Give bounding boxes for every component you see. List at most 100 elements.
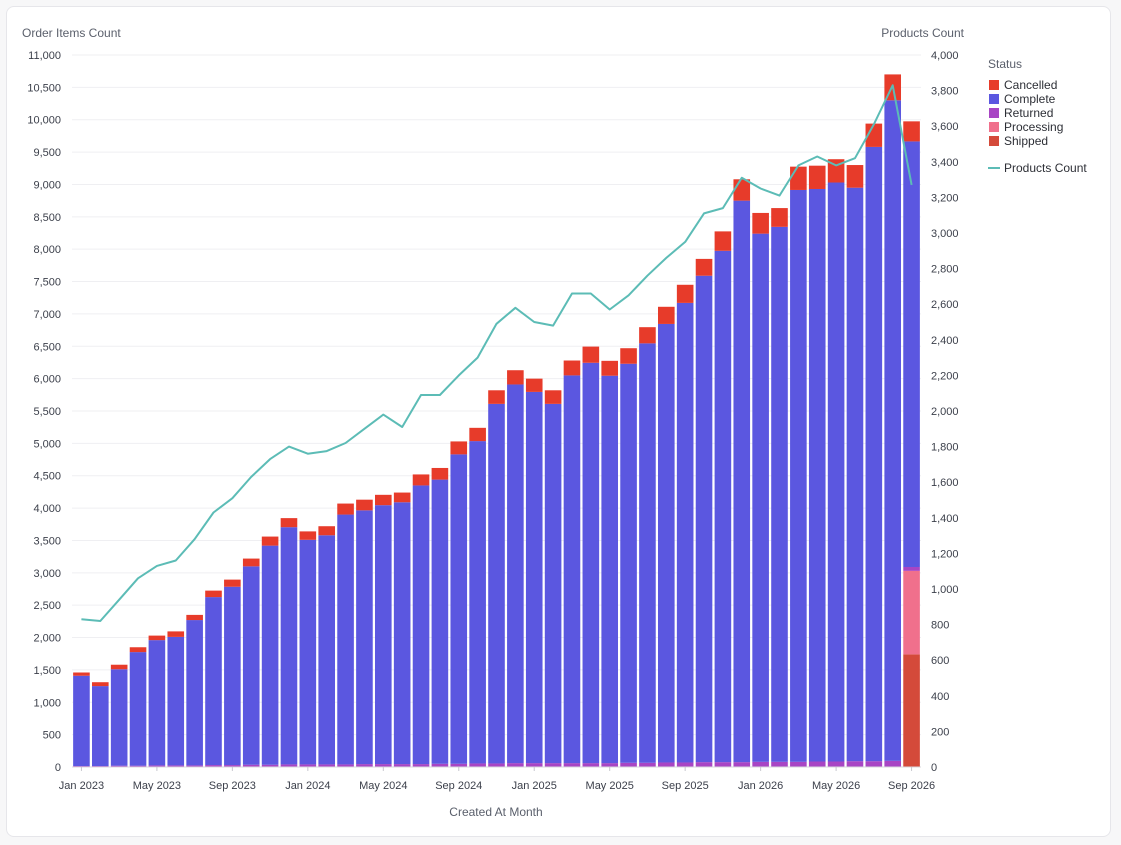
bar-cancelled [714, 231, 732, 251]
right-tick-label: 2,400 [931, 335, 959, 347]
right-tick-label: 3,600 [931, 121, 959, 133]
left-tick-label: 10,500 [27, 82, 61, 94]
bar-cancelled [205, 590, 222, 598]
x-tick-label: May 2025 [586, 780, 634, 792]
x-tick-label: Sep 2023 [209, 780, 256, 792]
bar-complete [752, 233, 769, 762]
bar-complete [129, 652, 147, 766]
bar-complete [469, 441, 486, 764]
left-tick-label: 2,000 [33, 633, 61, 645]
x-tick-label: Jan 2024 [285, 780, 330, 792]
bar-complete [903, 141, 920, 567]
x-axis-title: Created At Month [449, 805, 542, 819]
bar-returned [129, 765, 147, 767]
bar-cancelled [224, 579, 241, 587]
bar-returned [318, 764, 336, 767]
left-tick-label: 2,500 [33, 600, 61, 612]
bar-returned [620, 762, 637, 767]
bar-cancelled [261, 536, 279, 546]
bar-complete [771, 226, 788, 762]
bar-complete [412, 485, 430, 765]
bar-complete [790, 189, 807, 762]
bar-complete [676, 302, 694, 763]
bar-complete [186, 620, 203, 766]
right-tick-label: 1,600 [931, 477, 959, 489]
bar-returned [337, 764, 354, 767]
bar-complete [110, 669, 128, 766]
bar-returned [431, 763, 449, 767]
left-tick-label: 9,500 [33, 147, 61, 159]
right-tick-label: 3,800 [931, 86, 959, 98]
bar-cancelled [525, 378, 543, 392]
bar-cancelled [412, 474, 430, 486]
bar-complete [544, 403, 562, 764]
bar-complete [601, 375, 619, 764]
bar-cancelled [91, 682, 109, 687]
bar-cancelled [280, 518, 298, 528]
bar-returned [563, 763, 581, 767]
bar-returned [186, 765, 203, 767]
bar-cancelled [507, 370, 524, 385]
bar-complete [73, 675, 90, 767]
right-tick-label: 2,200 [931, 370, 959, 382]
bar-complete [488, 403, 505, 764]
bar-returned [167, 765, 185, 767]
x-tick-label: May 2026 [812, 780, 860, 792]
bar-returned [356, 764, 373, 767]
left-tick-label: 3,500 [33, 535, 61, 547]
bar-cancelled [752, 212, 769, 234]
bar-complete [242, 566, 260, 765]
left-tick-label: 11,000 [28, 50, 61, 62]
bar-cancelled [186, 614, 203, 621]
bar-cancelled [299, 531, 317, 540]
left-tick-label: 10,000 [27, 115, 61, 127]
left-tick-label: 7,500 [33, 277, 61, 289]
bar-returned [205, 765, 222, 767]
bar-complete [450, 454, 468, 764]
bar-cancelled [846, 165, 864, 188]
right-tick-label: 1,200 [931, 548, 959, 560]
legend-swatch [989, 136, 999, 146]
bar-cancelled [657, 306, 675, 324]
bar-complete [563, 375, 581, 764]
bar-returned [657, 762, 675, 767]
right-tick-label: 1,000 [931, 584, 959, 596]
bar-returned [261, 764, 279, 767]
bar-processing [903, 570, 920, 655]
bar-complete [374, 505, 392, 765]
right-tick-label: 1,800 [931, 442, 959, 454]
bar-returned [790, 761, 807, 767]
bar-complete [884, 100, 902, 761]
left-tick-label: 4,000 [33, 503, 61, 515]
legend-title: Status [988, 57, 1022, 71]
bar-returned [733, 762, 751, 767]
bar-returned [148, 765, 166, 767]
bar-returned [224, 765, 241, 767]
bar-returned [865, 761, 883, 767]
bar-cancelled [865, 123, 883, 147]
right-tick-label: 3,200 [931, 192, 959, 204]
bar-complete [299, 539, 317, 765]
bar-complete [507, 384, 524, 764]
bar-returned [299, 764, 317, 767]
bar-complete [582, 362, 600, 764]
bar-returned [808, 761, 826, 767]
right-tick-label: 1,400 [931, 513, 959, 525]
bar-cancelled [790, 166, 807, 190]
left-tick-label: 4,500 [33, 471, 61, 483]
left-tick-label: 5,000 [33, 438, 61, 450]
bar-cancelled [563, 360, 581, 376]
bar-complete [205, 597, 222, 766]
bar-returned [827, 761, 845, 767]
right-tick-label: 0 [931, 762, 937, 774]
bar-cancelled [450, 441, 468, 455]
left-tick-label: 9,000 [33, 179, 61, 191]
bar-complete [846, 187, 864, 762]
right-tick-label: 4,000 [931, 50, 959, 62]
bar-complete [337, 514, 354, 765]
bar-cancelled [129, 647, 147, 653]
left-tick-label: 6,500 [33, 341, 61, 353]
bar-cancelled [167, 631, 185, 637]
right-tick-label: 200 [931, 726, 949, 738]
